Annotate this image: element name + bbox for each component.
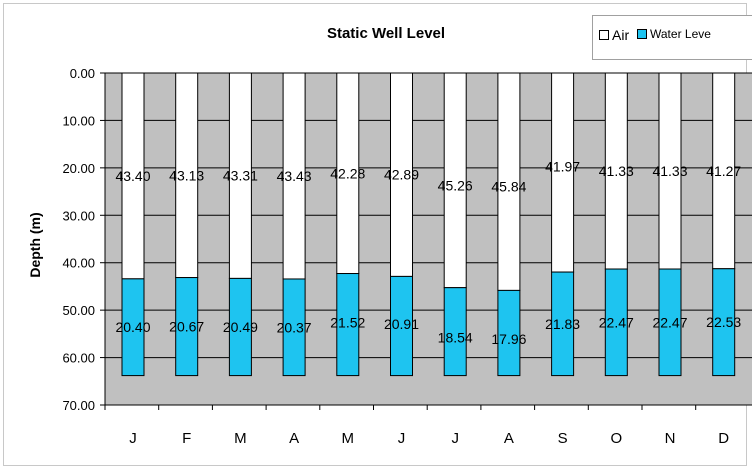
data-label-air: 41.97 [545,159,580,175]
data-label-water: 21.52 [330,315,365,331]
y-tick-label: 30.00 [62,208,95,223]
bar-water [336,273,360,377]
data-label-air: 43.40 [115,168,150,184]
plot-area: 0.00 10.00 20.00 30.00 40.00 50.00 60.00 70.00 4… [62,66,752,447]
data-label-water: 20.67 [169,319,204,335]
bar-water [228,277,252,377]
bar-water [121,278,145,377]
legend-swatch-air [599,30,609,40]
bar-water [658,268,682,377]
y-tick-label: 50.00 [62,303,95,318]
x-tick-label: O [610,430,622,447]
bar-water [551,271,575,377]
y-tick-label: 70.00 [62,398,95,413]
bar-water [175,277,199,377]
bar-water [604,268,628,377]
data-label-air: 42.28 [330,165,365,181]
x-tick-label: J [451,430,459,447]
data-label-air: 43.13 [169,167,204,183]
data-label-air: 42.89 [384,167,419,183]
y-tick-label: 0.00 [70,66,95,81]
data-label-water: 17.96 [491,331,526,347]
bar-water [390,275,413,377]
x-tick-label: M [342,430,355,447]
x-tick-label: J [398,430,406,447]
data-label-water: 22.53 [706,314,741,330]
bar-water [282,278,306,377]
y-tick-label: 60.00 [62,351,95,366]
data-label-water: 20.91 [384,316,419,332]
y-tick-label: 10.00 [62,113,95,128]
legend-item-air: Air [599,27,629,43]
data-label-air: 41.33 [652,163,687,179]
legend-swatch-water [637,29,647,39]
x-tick-label: A [504,430,514,447]
x-tick-label: A [289,430,299,447]
legend-label-water: Water Leve [650,27,711,41]
data-label-air: 41.27 [706,163,741,179]
bar-water [443,287,467,377]
x-tick-label: F [182,430,191,447]
legend-label-air: Air [612,27,630,43]
data-label-air: 45.26 [438,177,473,193]
data-label-air: 41.33 [599,163,634,179]
data-label-air: 45.84 [491,179,526,195]
x-tick-label: D [718,430,729,447]
y-tick-label: 20.00 [62,161,95,176]
x-tick-label: S [558,430,568,447]
y-tick-label: 40.00 [62,256,95,271]
x-tick-label: M [234,430,247,447]
chart-title: Static Well Level [327,25,445,42]
legend-item-water: Water Leve [637,27,711,41]
y-axis-title: Depth (m) [27,212,43,277]
data-label-water: 22.47 [652,314,687,330]
x-tick-label: J [129,430,137,447]
data-label-water: 21.83 [545,316,580,332]
data-label-water: 20.37 [277,319,312,335]
plot-background [105,73,752,405]
data-label-air: 43.31 [223,168,258,184]
data-label-water: 20.40 [115,319,150,335]
data-label-air: 43.43 [277,168,312,184]
data-label-water: 18.54 [438,330,473,346]
x-tick-label: N [665,430,676,447]
data-label-water: 20.49 [223,319,258,335]
bar-water [497,289,521,377]
legend: Air Water Leve [592,15,752,60]
data-label-water: 22.47 [599,314,634,330]
bar-water [712,268,736,377]
